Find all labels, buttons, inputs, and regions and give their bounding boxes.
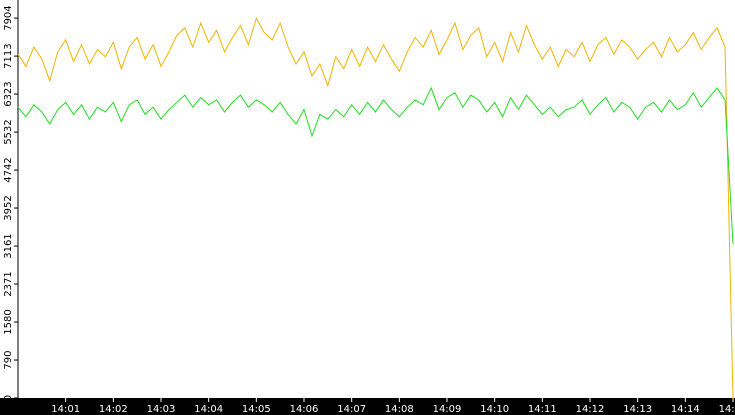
y-tick-label: 5532 (3, 119, 14, 144)
y-tick-label: 7904 (3, 5, 14, 30)
y-tick-label: 6323 (3, 81, 14, 106)
x-tick-label: 14:05 (242, 404, 271, 415)
y-tick-label: 3161 (3, 233, 14, 258)
x-tick-label: 14:02 (99, 404, 128, 415)
x-tick-label: 14:07 (337, 404, 366, 415)
series-line (17, 86, 734, 245)
series-line (17, 16, 734, 399)
x-tick-label: 14:10 (480, 404, 509, 415)
x-tick-label: 14:01 (51, 404, 80, 415)
y-tick-label: 7113 (3, 43, 14, 68)
y-tick-label: 1580 (3, 309, 14, 334)
x-tick-label: 14:14 (671, 404, 700, 415)
x-axis-bar (0, 398, 735, 415)
x-tick-label: 14:03 (147, 404, 176, 415)
x-tick-label: 14:09 (433, 404, 462, 415)
x-tick-label: 14:08 (385, 404, 414, 415)
y-tick-label: 4742 (3, 157, 14, 182)
y-tick-label: 2371 (3, 271, 14, 296)
x-tick-label: 14:11 (528, 404, 557, 415)
x-tick-label: 14:15 (719, 404, 735, 415)
x-tick-label: 14:13 (623, 404, 652, 415)
y-tick-label: 3952 (3, 195, 14, 220)
x-tick-label: 14:12 (576, 404, 605, 415)
y-tick-label: 0 (3, 395, 14, 401)
x-tick-label: 14:04 (194, 404, 223, 415)
x-tick-label: 14:06 (290, 404, 319, 415)
y-tick-label: 790 (3, 350, 14, 369)
